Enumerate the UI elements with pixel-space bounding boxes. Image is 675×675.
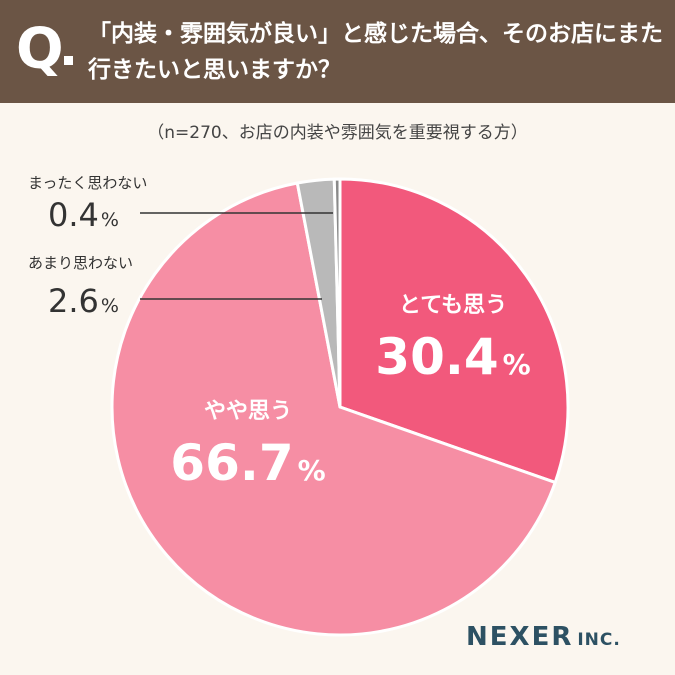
slice-not-at-all-label: まったく思わない (28, 174, 147, 192)
slice-not-much-value: 2.6% (48, 282, 119, 320)
slice-very-much (338, 177, 570, 484)
q-dot (64, 56, 73, 65)
slice-somewhat-label: やや思う (204, 399, 292, 424)
slice-not-much-label: あまり思わない (28, 254, 133, 272)
slice-somewhat (110, 181, 557, 637)
q-mark: Q (16, 17, 64, 82)
question-text: 「内装・雰囲気が良い」と感じた場合、そのお店にまた行きたいと思いますか？ (88, 21, 663, 83)
slice-very-much-value: 30.4% (375, 328, 530, 386)
brand-suffix: INC. (577, 630, 621, 650)
slice-somewhat-value: 66.7% (170, 434, 325, 492)
slice-not-at-all (332, 177, 342, 409)
brand-logo: NEXER INC. (466, 622, 621, 652)
slice-very-much-label: とても思う (399, 293, 507, 318)
header-bar: Q 「内装・雰囲気が良い」と感じた場合、そのお店にまた行きたいと思いますか？ (0, 0, 675, 103)
brand-name: NEXER (466, 622, 574, 652)
slice-not-at-all-value: 0.4% (48, 196, 119, 234)
sample-size-subtitle: （n=270、お店の内装や雰囲気を重要視する方） (147, 123, 528, 143)
